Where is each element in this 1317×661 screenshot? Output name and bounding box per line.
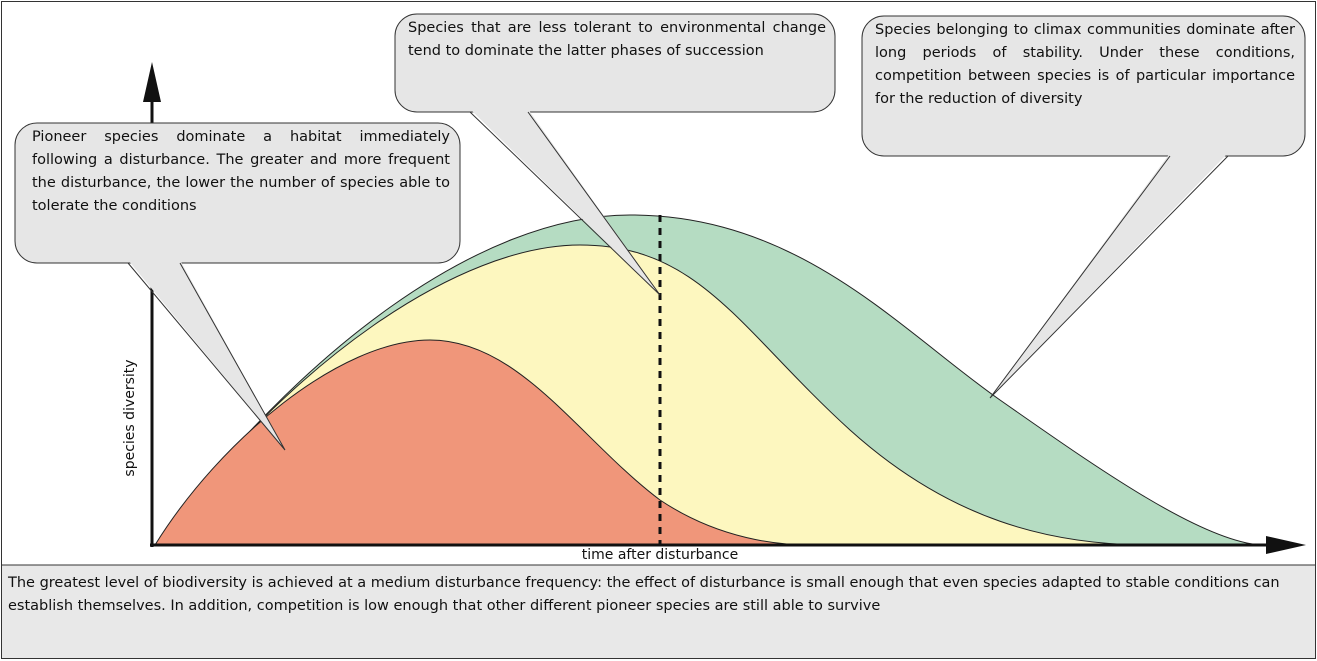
callout-box — [14, 122, 461, 264]
callout-text: Pioneer species dominate a habitat immed… — [32, 129, 450, 214]
caption: The greatest level of biodiversity is ac… — [8, 575, 1280, 614]
y-axis-label: species diversity — [122, 359, 138, 477]
callout-tail-edge — [989, 155, 1229, 399]
callout-tail — [470, 109, 660, 295]
callout-text: Species belonging to climax communities … — [875, 22, 1295, 107]
caption-box — [1, 564, 1316, 659]
x-axis-label: time after disturbance — [581, 547, 739, 563]
callout-text: Species that are less tolerant to enviro… — [408, 20, 826, 59]
callout-tail — [990, 153, 1228, 398]
x-axis-arrow — [1266, 536, 1306, 554]
y-axis-arrow — [143, 62, 161, 102]
callout-box — [861, 15, 1306, 157]
callout-tail-edge — [469, 111, 661, 296]
callout-tail-edge — [127, 262, 286, 451]
callout-box — [394, 13, 836, 113]
